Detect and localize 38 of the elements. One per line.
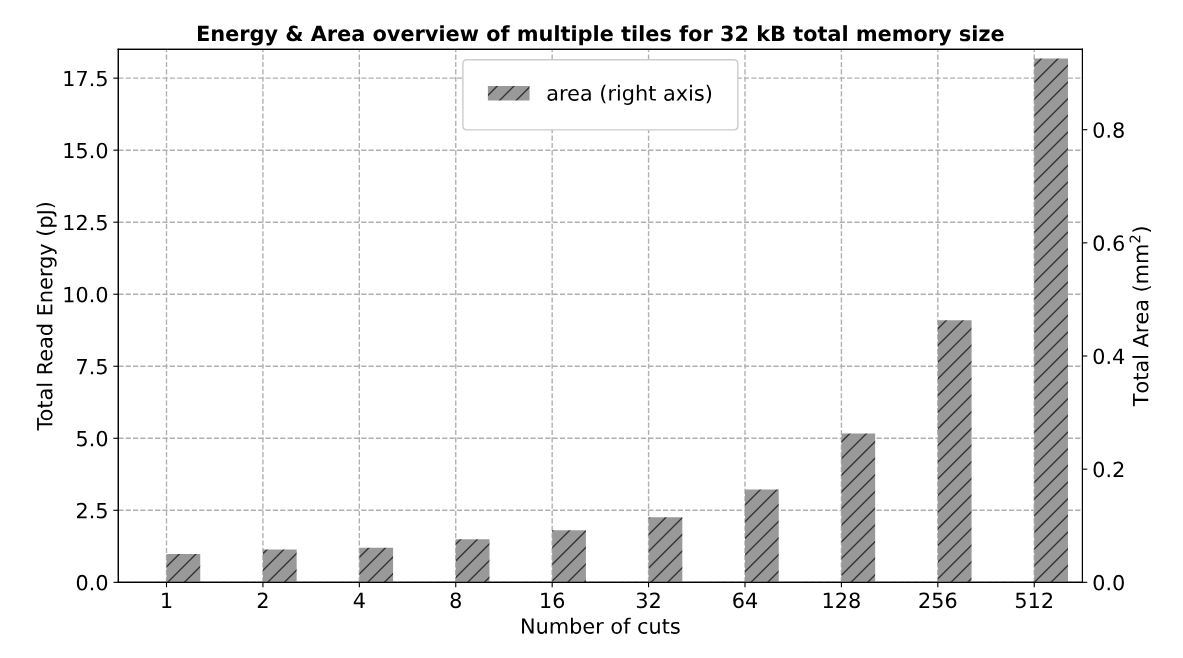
y-tick-label: 10.0 (64, 286, 108, 303)
x-tick-label: 4 (353, 592, 365, 608)
bar (937, 320, 972, 583)
x-tick-label: 512 (1015, 592, 1053, 609)
x-tick-label: 8 (450, 592, 461, 609)
y2-axis-title: Total Area (mm$^{2}$) (1129, 227, 1151, 407)
bar (262, 549, 297, 583)
x-tick-label: 64 (733, 592, 758, 609)
y2-tick-label: 0.2 (1093, 461, 1124, 478)
x-tick-label: 256 (919, 592, 957, 609)
y2-tick-label: 0.0 (1093, 574, 1124, 591)
x-tick-label: 16 (541, 592, 565, 609)
x-tick-label: 128 (823, 592, 860, 609)
y-axis-title: Total Read Energy (pJ) (36, 202, 57, 431)
bar (166, 554, 201, 583)
y-tick-label: 12.5 (64, 214, 107, 231)
chart-title: Energy & Area overview of multiple tiles for 32 kB total memory size (198, 25, 1004, 46)
y2-tick-label: 0.8 (1093, 122, 1124, 138)
y-tick-label: 15.0 (64, 142, 108, 159)
y-tick-label: 2.5 (76, 502, 107, 519)
bar (552, 530, 586, 583)
bar (359, 547, 394, 583)
legend-label: area (right axis) (547, 84, 712, 105)
bar (841, 433, 876, 583)
x-tick-label: 1 (162, 592, 172, 608)
bar (1034, 58, 1068, 583)
y-tick-label: 5.0 (77, 430, 108, 447)
y2-tick-label: 0.4 (1093, 348, 1125, 365)
bar (744, 489, 779, 583)
y-tick-label: 17.5 (64, 70, 107, 87)
x-tick-label: 32 (636, 592, 660, 609)
x-tick-label: 2 (257, 592, 268, 608)
bar (648, 517, 683, 583)
y2-tick-label: 0.6 (1093, 235, 1124, 252)
y-tick-label: 0.0 (76, 574, 108, 591)
bar (455, 539, 490, 583)
x-axis-title: Number of cuts (522, 617, 680, 634)
y-tick-label: 7.5 (77, 358, 107, 375)
